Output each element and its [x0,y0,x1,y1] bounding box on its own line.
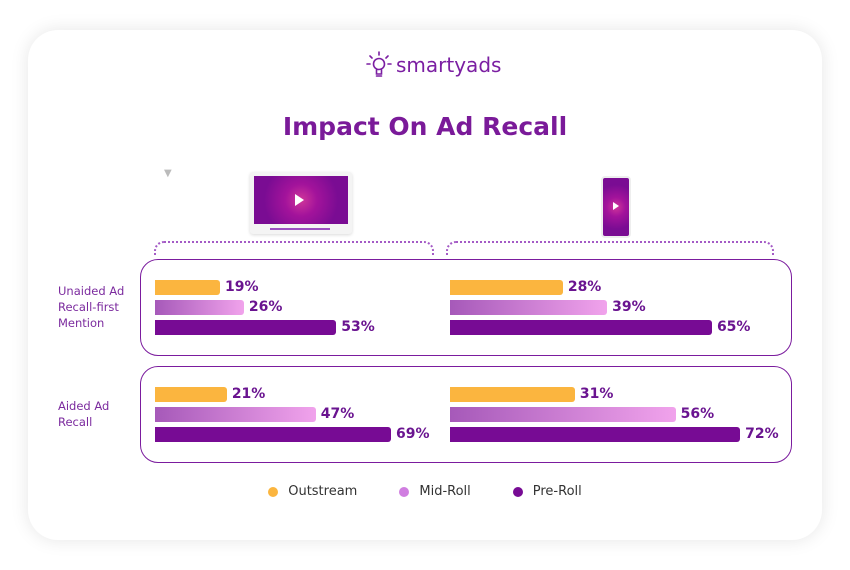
legend-swatch [512,486,523,497]
data-label: 69% [395,426,430,442]
group-unaided [140,259,792,356]
bar-mobile-pre-roll [450,427,741,442]
legend-label: Outstream [288,484,358,499]
data-label: 65% [716,319,751,335]
bar-desktop-outstream [155,280,220,295]
data-label: 53% [341,319,375,335]
category-label-aided: Aided Ad Recall [58,399,110,429]
data-label: 31% [579,386,614,402]
logo: smartyads [366,50,501,80]
data-label: 26% [248,299,283,315]
dropdown-arrow-icon: ▼ [164,168,172,179]
bar-mobile-outstream [450,280,563,295]
legend-item-mid-roll: Mid-Roll [399,484,471,499]
legend: Outstream Mid-Roll Pre-Roll [0,484,850,499]
legend-label: Mid-Roll [419,484,471,499]
phone-icon [601,176,631,238]
category-label-unaided: Unaided Ad Recall-first Mention [58,284,125,330]
bar-mobile-mid-roll [450,407,676,422]
bar-desktop-outstream [155,387,227,402]
data-label: 56% [680,406,715,422]
data-label: 19% [224,279,259,295]
legend-item-pre-roll: Pre-Roll [512,484,582,499]
legend-swatch [399,486,410,497]
bar-desktop-pre-roll [155,427,391,442]
brand-name: smartyads [396,53,502,77]
group-aided [140,366,792,463]
bar-mobile-outstream [450,387,575,402]
bar-desktop-mid-roll [155,407,316,422]
data-label: 28% [567,279,602,295]
laptop-icon [250,172,352,234]
mobile-bracket [446,241,774,255]
lightbulb-icon [366,51,392,77]
legend-swatch [268,486,279,497]
bar-desktop-mid-roll [155,300,244,315]
desktop-bracket [154,241,434,255]
legend-item-outstream: Outstream [268,484,357,499]
bar-mobile-mid-roll [450,300,608,315]
data-label: 47% [320,406,355,422]
data-label: 39% [612,299,646,315]
bar-desktop-pre-roll [155,320,337,335]
data-label: 72% [745,426,779,442]
data-label: 21% [231,386,266,402]
bar-mobile-pre-roll [450,320,712,335]
chart-title: Impact On Ad Recall [282,112,568,141]
legend-label: Pre-Roll [532,484,582,499]
